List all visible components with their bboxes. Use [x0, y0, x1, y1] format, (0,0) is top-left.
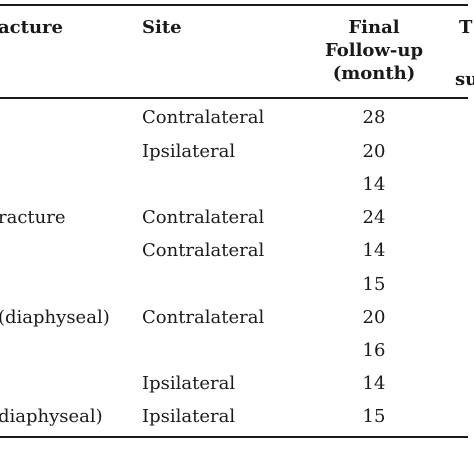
table-row-7-fracture: (diaphyseal): [0, 307, 110, 328]
table-row-10-site: Ipsilateral: [142, 406, 236, 427]
table-row-1-site: Contralateral: [142, 107, 265, 128]
table-row-4-fracture: racture: [0, 207, 66, 228]
table-bottom-rule: [0, 436, 468, 438]
table-row-1-final-followup: 28: [362, 107, 386, 128]
table-row-3-final-followup: 14: [362, 174, 386, 195]
header-final-line-2: Follow-up: [324, 40, 424, 61]
table-header-rule: [0, 97, 468, 99]
table-row-5-site: Contralateral: [142, 240, 265, 261]
header-fracture: acture: [0, 17, 63, 38]
table-row-6-final-followup: 15: [362, 274, 386, 295]
table-row-2-site: Ipsilateral: [142, 141, 236, 162]
table-row-2-final-followup: 20: [362, 141, 386, 162]
header-next-column-top: T: [459, 17, 473, 38]
table-row-4-final-followup: 24: [362, 207, 386, 228]
table-row-7-site: Contralateral: [142, 307, 265, 328]
table-row-4-site: Contralateral: [142, 207, 265, 228]
table-row-9-site: Ipsilateral: [142, 373, 236, 394]
header-next-column-bottom: su: [455, 69, 474, 90]
table-row-8-final-followup: 16: [362, 340, 386, 361]
table-row-7-final-followup: 20: [362, 307, 386, 328]
header-site: Site: [142, 17, 182, 38]
header-final-line-1: Final: [348, 17, 400, 38]
table-row-10-fracture: diaphyseal): [0, 406, 103, 427]
header-final-line-3: (month): [332, 63, 416, 84]
table-row-9-final-followup: 14: [362, 373, 386, 394]
table-row-5-final-followup: 14: [362, 240, 386, 261]
table-row-10-final-followup: 15: [362, 406, 386, 427]
header-final-followup: Final Follow-up (month): [305, 16, 443, 85]
table-top-rule: [0, 4, 468, 6]
